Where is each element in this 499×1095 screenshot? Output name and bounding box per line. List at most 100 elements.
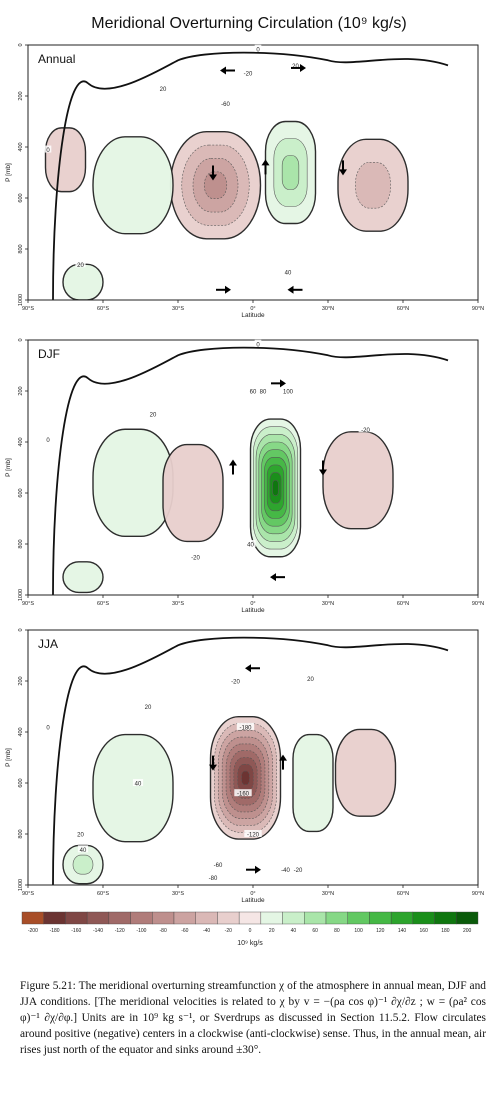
contour-level (44, 127, 87, 193)
svg-text:20: 20 (77, 263, 84, 269)
svg-text:-20: -20 (244, 72, 253, 78)
x-tick-label: 30°S (172, 306, 184, 312)
y-axis-label: P [mb] (5, 748, 12, 767)
contour-label: -180 (236, 722, 255, 731)
y-tick-label: 0 (18, 43, 24, 46)
contour-label: 20 (147, 409, 159, 418)
svg-text:-40: -40 (281, 868, 290, 874)
contour-label: 0 (254, 339, 262, 348)
flow-arrow-down (319, 460, 327, 476)
circulation-cell (44, 127, 87, 193)
panel-label: Annual (38, 52, 75, 66)
svg-text:0: 0 (46, 725, 50, 731)
x-axis-label: Latitude (241, 312, 265, 319)
flow-arrow-up (279, 754, 287, 770)
flow-arrow-up (229, 459, 237, 475)
svg-text:40: 40 (135, 782, 142, 788)
flow-arrow-left (270, 573, 285, 582)
svg-text:-20: -20 (231, 680, 240, 686)
x-tick-label: 30°N (322, 891, 334, 897)
x-tick-label: 90°N (472, 891, 484, 897)
figure-caption: Figure 5.21: The meridional overturning … (20, 978, 486, 1058)
colorbar-swatch (195, 911, 218, 925)
colorbar-tick-label: 100 (354, 928, 363, 934)
y-tick-label: 600 (18, 488, 24, 497)
y-tick-label: 1000 (18, 294, 24, 306)
colorbar: -200 -180 -160 -140 -120 -100 -80 -60 -40 -20 0 20 4… (21, 911, 479, 947)
colorbar-swatch (21, 911, 44, 925)
y-axis-label: P [mb] (5, 458, 12, 477)
svg-text:-180: -180 (239, 725, 252, 731)
svg-text:100: 100 (283, 390, 294, 396)
colorbar-tick-label: -180 (50, 928, 60, 934)
svg-text:-60: -60 (221, 102, 230, 108)
svg-text:40: 40 (247, 543, 254, 549)
contour-label: -20 (241, 69, 255, 78)
contour-label: -20 (188, 552, 203, 561)
colorbar-tick-label: 60 (312, 928, 318, 934)
colorbar-label: 10⁹ kg/s (237, 940, 263, 947)
zero-contour (52, 51, 449, 300)
flow-arrow-right (246, 865, 261, 874)
contour-label: 20 (75, 830, 86, 839)
colorbar-swatch (238, 911, 262, 925)
y-tick-label: 0 (18, 628, 24, 631)
circulation-cell (162, 443, 224, 543)
colorbar-swatch (130, 911, 153, 925)
zero-contour (52, 636, 449, 885)
colorbar-swatch (152, 911, 175, 925)
y-axis-label: P [mb] (5, 163, 12, 182)
contour-level (272, 479, 279, 496)
colorbar-swatch (86, 911, 110, 925)
contour-label: 20 (142, 702, 154, 711)
colorbar-tick-label: 40 (291, 928, 297, 934)
colorbar-tick-label: -40 (203, 928, 210, 934)
circulation-cell (337, 138, 409, 232)
contour-level (72, 854, 94, 875)
panel-jja: JJA -180 -160 -120 -60 -80 -40 -20 -20 20 20 40 20 40… (5, 628, 484, 904)
colorbar-swatch (434, 911, 457, 925)
flow-arrow-down (209, 755, 217, 771)
x-tick-label: 60°S (97, 891, 109, 897)
colorbar-swatch (304, 911, 327, 925)
y-tick-label: 400 (18, 437, 24, 446)
panel-djf: DJF 60 80 100 20 -20 40 -20 0 0 0 200 400 600 800 1000 P… (5, 338, 484, 614)
x-tick-label: 30°S (172, 601, 184, 607)
contour-level (92, 136, 174, 235)
contour-level (281, 155, 300, 190)
colorbar-swatch (456, 911, 479, 925)
colorbar-swatch (108, 911, 131, 925)
contour-label: -20 (228, 677, 243, 686)
colorbar-swatch (217, 911, 240, 925)
svg-text:0: 0 (46, 148, 50, 154)
caption-text: The meridional overturning streamfunctio… (20, 980, 486, 1056)
colorbar-tick-label: 140 (398, 928, 407, 934)
colorbar-tick-label: -120 (115, 928, 125, 934)
colorbar-swatch (173, 911, 196, 925)
circulation-cell (62, 561, 104, 594)
circulation-cell (62, 844, 104, 885)
contour-label: 20 (290, 61, 301, 70)
contour-level (92, 733, 174, 843)
svg-text:0: 0 (46, 438, 50, 444)
colorbar-tick-label: 80 (334, 928, 340, 934)
x-tick-label: 30°N (322, 601, 334, 607)
contour-level (322, 431, 394, 530)
colorbar-tick-label: -20 (225, 928, 232, 934)
circulation-cell (92, 733, 174, 843)
svg-text:-60: -60 (214, 863, 223, 869)
y-tick-label: 800 (18, 829, 24, 838)
colorbar-swatch (390, 911, 414, 925)
x-tick-label: 60°S (97, 306, 109, 312)
x-axis-label: Latitude (241, 607, 265, 614)
contour-label: -20 (358, 425, 373, 434)
flow-arrow-right (271, 379, 286, 388)
contour-label: -40 (278, 865, 293, 874)
y-tick-label: 800 (18, 244, 24, 253)
svg-text:-20: -20 (294, 868, 303, 874)
svg-text:40: 40 (80, 848, 87, 854)
x-tick-label: 30°S (172, 891, 184, 897)
circulation-cell (334, 728, 397, 817)
x-tick-label: 90°S (22, 306, 34, 312)
colorbar-tick-label: -80 (160, 928, 167, 934)
